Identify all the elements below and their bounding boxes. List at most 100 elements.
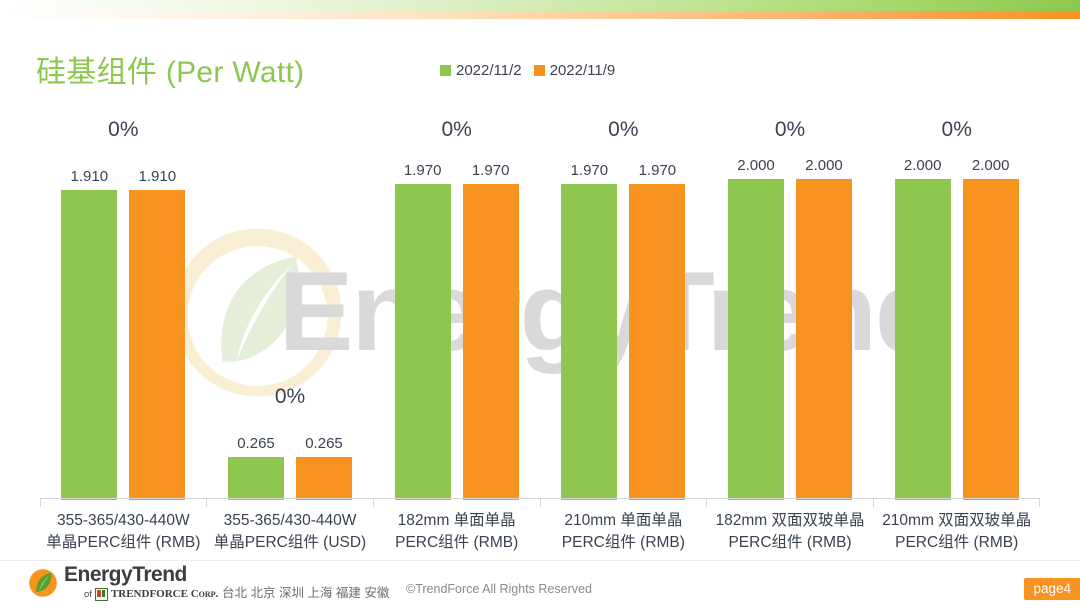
category-label-5-line-1: 182mm 双面双玻单晶 [715,512,865,529]
category-label-2-line-1: 355-365/430-440W [223,512,357,529]
bar-rect-5-series-2[interactable] [796,179,853,500]
category-label-3-line-2: PERC组件 (RMB) [395,534,519,551]
bar-rect-4-series-2[interactable] [629,184,686,500]
legend-item-series-2[interactable]: 2022/11/9 [533,62,616,79]
bar-column-5-series-1[interactable]: 2.000 [728,157,785,500]
bar-value-5-series-1: 2.000 [737,157,775,174]
axis-tick-0 [40,498,41,507]
energytrend-leaf-logo-icon [29,568,57,597]
change-label-5: 0% [774,118,806,141]
legend-label-series-2: 2022/11/9 [549,62,616,79]
axis-tick-5 [873,498,874,507]
bars-wrap-4: 1.970 1.970 [540,100,707,500]
category-label-1-line-2: 单晶PERC组件 (RMB) [46,534,201,551]
bar-rect-2-series-1[interactable] [228,457,284,500]
bar-column-1-series-1[interactable]: 1.910 [61,168,118,500]
footer-logo: EnergyTrend of TRENDFORCE Corp. [28,564,218,601]
bars-wrap-2: 0.265 0.265 [207,100,374,500]
change-label-1: 0% [108,118,139,141]
bar-value-2-series-1: 0.265 [237,435,275,452]
change-label-6: 0% [941,118,972,141]
footer-divider [0,560,1080,561]
footer-subbrand: of TRENDFORCE Corp. [84,588,218,601]
footer-brand: EnergyTrend [64,563,187,586]
footer-logo-text: EnergyTrend of TRENDFORCE Corp. [64,564,218,601]
axis-tick-4 [706,498,707,507]
page-number-badge: page4 [1024,578,1080,600]
category-label-3: 182mm 单面单晶 PERC组件 (RMB) [373,506,540,554]
category-label-6-line-1: 210mm 双面双玻单晶 [882,512,1032,529]
bar-value-1-series-2: 1.910 [138,168,177,185]
bar-rect-6-series-2[interactable] [962,179,1019,500]
bar-value-2-series-2: 0.265 [305,435,343,452]
bar-value-4-series-1: 1.970 [570,162,609,179]
bar-column-3-series-2[interactable]: 1.970 [462,162,519,500]
bar-column-4-series-1[interactable]: 1.970 [561,162,618,500]
bar-rect-5-series-1[interactable] [728,179,785,500]
category-label-2-line-2: 单晶PERC组件 (USD) [213,534,367,551]
category-label-2: 355-365/430-440W 单晶PERC组件 (USD) [207,506,374,554]
legend-item-series-1[interactable]: 2022/11/2 [440,62,522,79]
bars-wrap-6: 2.000 2.000 [873,100,1040,500]
category-label-3-line-1: 182mm 单面单晶 [397,512,516,529]
footer-of-label: of [84,588,92,600]
legend-swatch-orange [533,65,545,76]
bar-rect-4-series-1[interactable] [561,184,618,500]
bar-group-2: 0% 0.265 0.265 [207,100,374,500]
chart-legend: 2022/11/2 2022/11/9 [440,62,615,79]
bar-rect-1-series-1[interactable] [61,190,118,500]
bar-groups: 0% 1.910 1.910 0% 0.265 0. [40,100,1040,500]
bars-wrap-5: 2.000 2.000 [707,100,874,500]
change-label-3: 0% [441,118,472,141]
bar-group-4: 0% 1.970 1.970 [540,100,707,500]
legend-label-series-1: 2022/11/2 [456,62,522,79]
footer-cities: 台北 北京 深圳 上海 福建 安徽 [222,586,390,600]
category-label-4: 210mm 单面单晶 PERC组件 (RMB) [540,506,707,554]
bar-value-3-series-1: 1.970 [403,162,442,179]
bar-chart-plot: 0% 1.910 1.910 0% 0.265 0. [40,100,1040,500]
bar-rect-6-series-1[interactable] [894,179,951,500]
category-label-5-line-2: PERC组件 (RMB) [728,534,852,551]
category-label-4-line-2: PERC组件 (RMB) [561,534,685,551]
axis-tick-3 [540,498,541,507]
category-label-6: 210mm 双面双玻单晶 PERC组件 (RMB) [873,506,1040,554]
bar-rect-1-series-2[interactable] [129,190,186,500]
bar-group-3: 0% 1.970 1.970 [373,100,540,500]
bar-rect-3-series-2[interactable] [462,184,519,500]
bars-wrap-1: 1.910 1.910 [40,100,207,500]
bar-column-5-series-2[interactable]: 2.000 [796,157,853,500]
axis-tick-1 [206,498,207,507]
bars-wrap-3: 1.970 1.970 [373,100,540,500]
bar-column-3-series-1[interactable]: 1.970 [394,162,451,500]
change-label-4: 0% [608,118,639,141]
bar-group-6: 0% 2.000 2.000 [873,100,1040,500]
bar-column-6-series-1[interactable]: 2.000 [894,157,951,500]
page-title: 硅基组件 (Per Watt) [36,56,305,89]
bar-column-2-series-2[interactable]: 0.265 [296,435,352,500]
bar-value-1-series-1: 1.910 [70,168,109,185]
bar-value-5-series-2: 2.000 [805,157,843,174]
trendforce-mark-icon [94,588,108,601]
bar-rect-2-series-2[interactable] [296,457,352,500]
bar-column-6-series-2[interactable]: 2.000 [962,157,1019,500]
top-accent-band-orange [0,11,1080,19]
bar-group-5: 0% 2.000 2.000 [707,100,874,500]
bar-value-3-series-2: 1.970 [471,162,510,179]
top-accent-band-green [0,0,1080,11]
legend-swatch-green [440,65,451,76]
axis-tick-2 [373,498,374,507]
change-label-2: 0% [274,385,306,408]
bar-value-4-series-2: 1.970 [638,162,677,179]
footer-parent-brand: TRENDFORCE Corp. [110,588,219,600]
bar-column-1-series-2[interactable]: 1.910 [129,168,186,500]
category-label-6-line-2: PERC组件 (RMB) [895,534,1019,551]
x-axis-category-labels: 355-365/430-440W 单晶PERC组件 (RMB) 355-365/… [40,506,1040,554]
category-label-1-line-1: 355-365/430-440W [56,512,190,529]
bar-rect-3-series-1[interactable] [394,184,451,500]
bar-column-2-series-1[interactable]: 0.265 [228,435,284,500]
bar-column-4-series-2[interactable]: 1.970 [629,162,686,500]
bar-group-1: 0% 1.910 1.910 [40,100,207,500]
axis-tick-6 [1039,498,1040,507]
bar-value-6-series-2: 2.000 [971,157,1010,174]
category-label-1: 355-365/430-440W 单晶PERC组件 (RMB) [40,506,207,554]
